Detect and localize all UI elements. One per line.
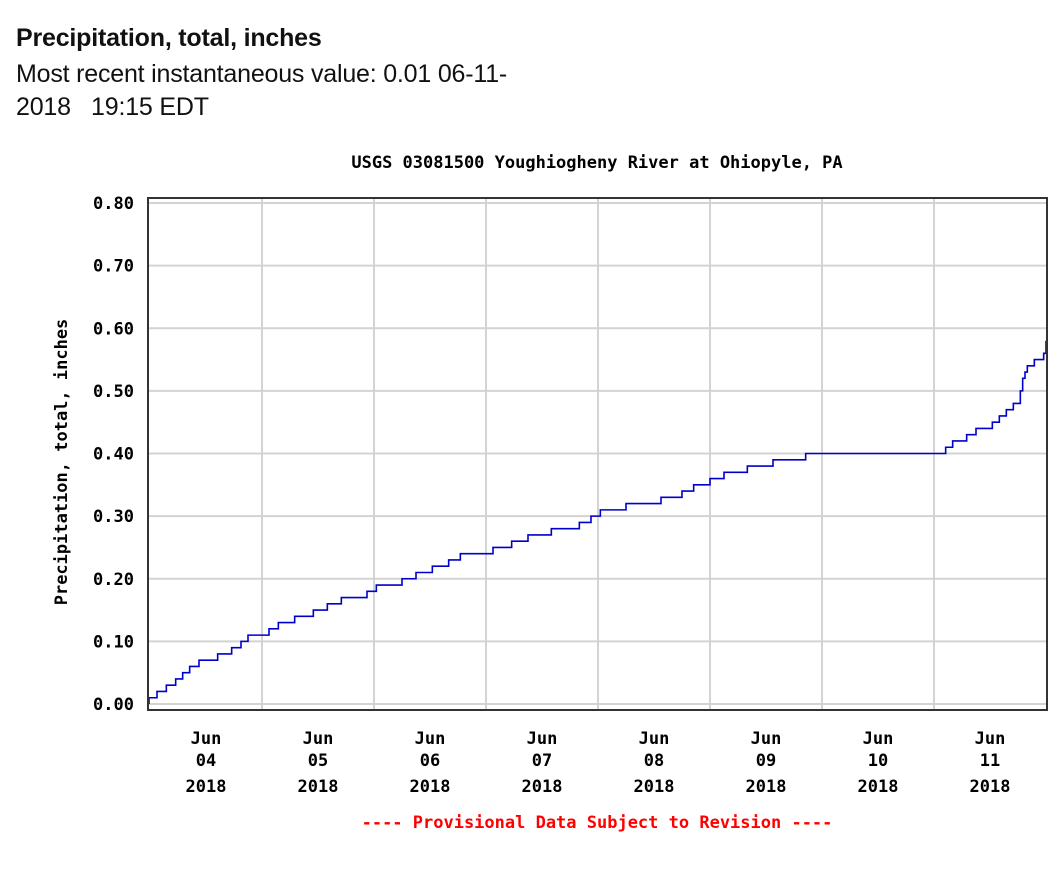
most-recent-value: Most recent instantaneous value: 0.01 06… (16, 58, 636, 124)
x-tick-month: Jun (191, 729, 222, 749)
most-recent-value-line2: 2018 19:15 EDT (16, 93, 209, 121)
y-axis-label: Precipitation, total, inches (52, 319, 72, 606)
x-tick-day: 04 (196, 751, 216, 771)
x-tick-month: Jun (527, 729, 558, 749)
x-tick-year: 2018 (746, 777, 787, 797)
y-tick-label: 0.80 (93, 194, 134, 214)
x-tick-day: 05 (308, 751, 328, 771)
x-tick-year: 2018 (522, 777, 563, 797)
x-tick-month: Jun (975, 729, 1006, 749)
x-tick-month: Jun (415, 729, 446, 749)
y-tick-labels: 0.00 0.10 0.20 0.30 0.40 0.50 0.60 0.70 0.80 (93, 194, 134, 715)
x-tick-month: Jun (863, 729, 894, 749)
plot-frame (147, 197, 1048, 711)
x-tick-month: Jun (751, 729, 782, 749)
provisional-data-note: ---- Provisional Data Subject to Revisio… (362, 813, 833, 833)
page-title: Precipitation, total, inches (16, 24, 322, 52)
y-tick-label: 0.20 (93, 570, 134, 590)
x-tick-year: 2018 (858, 777, 899, 797)
x-tick-month: Jun (303, 729, 334, 749)
y-tick-label: 0.30 (93, 507, 134, 527)
x-tick-day: 07 (532, 751, 552, 771)
y-tick-label: 0.60 (93, 319, 134, 339)
y-tick-label: 0.00 (93, 695, 134, 715)
x-tick-month: Jun (639, 729, 670, 749)
y-tick-label: 0.40 (93, 445, 134, 465)
x-tick-day: 10 (868, 751, 888, 771)
x-tick-year: 2018 (410, 777, 451, 797)
chart-title: USGS 03081500 Youghiogheny River at Ohio… (351, 153, 842, 173)
x-tick-day: 09 (756, 751, 776, 771)
y-tick-label: 0.70 (93, 257, 134, 277)
x-tick-day: 11 (980, 751, 1000, 771)
x-tick-year: 2018 (634, 777, 675, 797)
most-recent-value-line1: Most recent instantaneous value: 0.01 06… (16, 60, 508, 88)
x-tick-year: 2018 (970, 777, 1011, 797)
x-tick-year: 2018 (186, 777, 227, 797)
x-tick-day: 06 (420, 751, 440, 771)
x-tick-year: 2018 (298, 777, 339, 797)
x-tick-day: 08 (644, 751, 664, 771)
x-tick-labels: Jun042018Jun052018Jun062018Jun072018Jun0… (186, 729, 1011, 797)
y-tick-label: 0.50 (93, 382, 134, 402)
series-line-precipitation (148, 340, 1047, 704)
y-tick-label: 0.10 (93, 632, 134, 652)
